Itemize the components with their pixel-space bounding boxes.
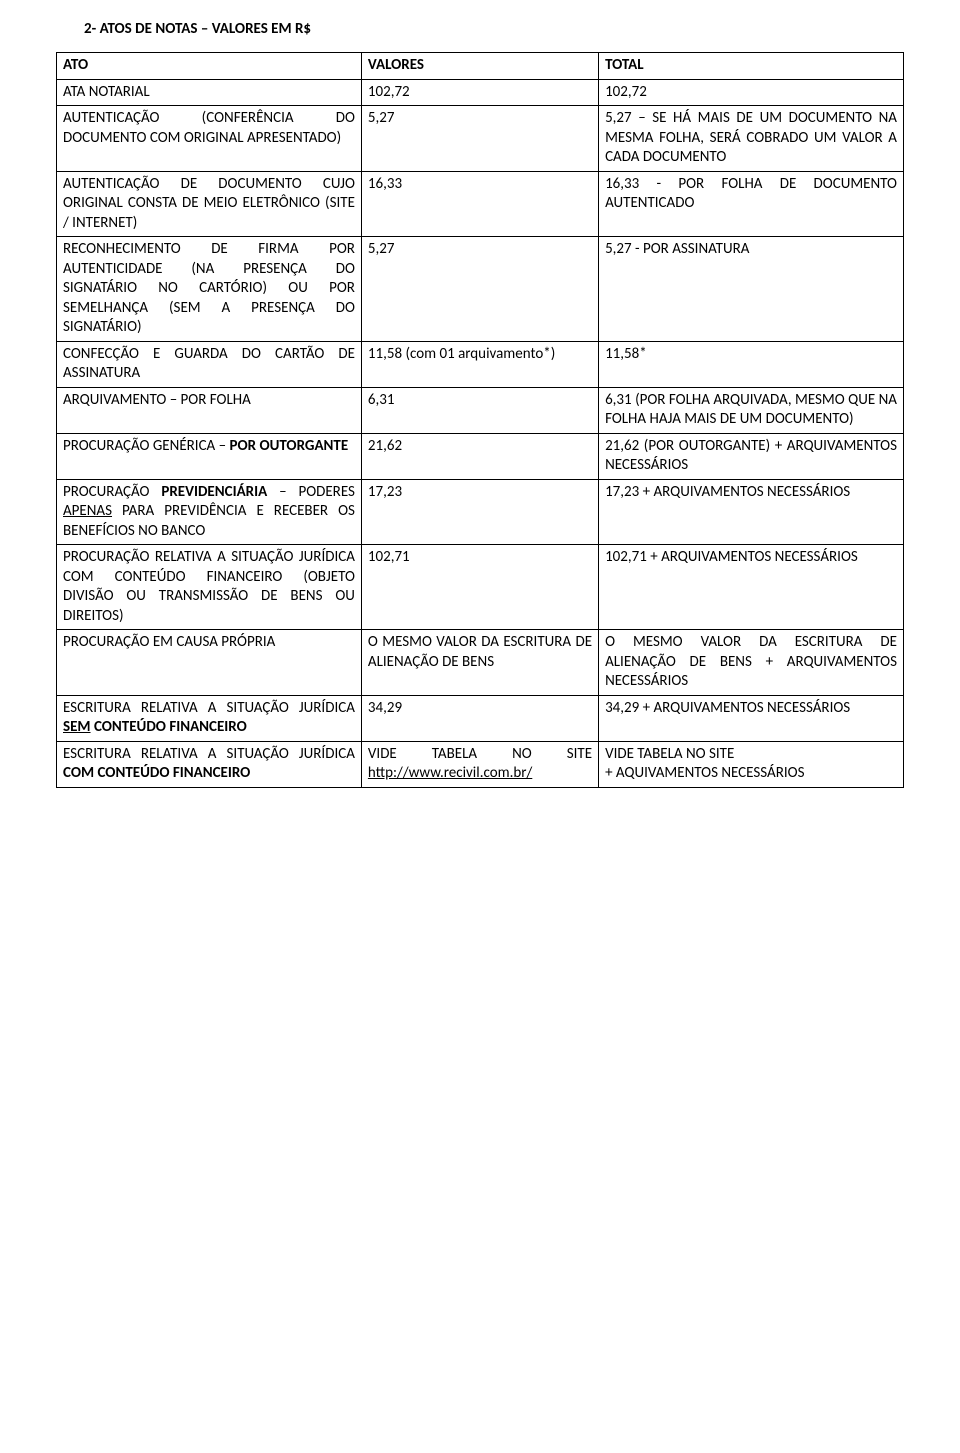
table-row: ESCRITURA RELATIVA A SITUAÇÃO JURÍDICA S… <box>57 695 904 741</box>
cell-ato: ATA NOTARIAL <box>57 79 362 106</box>
cell-total: 17,23 + ARQUIVAMENTOS NECESSÁRIOS <box>599 479 904 545</box>
cell-total: 102,72 <box>599 79 904 106</box>
cell-valores: 6,31 <box>361 387 598 433</box>
cell-valores: 5,27 <box>361 106 598 172</box>
cell-ato: AUTENTICAÇÃO DE DOCUMENTO CUJO ORIGINAL … <box>57 171 362 237</box>
table-row: PROCURAÇÃO EM CAUSA PRÓPRIAO MESMO VALOR… <box>57 630 904 696</box>
header-valores: VALORES <box>361 53 598 80</box>
cell-total: VIDE TABELA NO SITE+ AQUIVAMENTOS NECESS… <box>599 741 904 787</box>
table-row: ESCRITURA RELATIVA A SITUAÇÃO JURÍDICA C… <box>57 741 904 787</box>
cell-total: 6,31 (POR FOLHA ARQUIVADA, MESMO QUE NA … <box>599 387 904 433</box>
table-row: PROCURAÇÃO RELATIVA A SITUAÇÃO JURÍDICA … <box>57 545 904 630</box>
table-row: PROCURAÇÃO PREVIDENCIÁRIA – PODERES APEN… <box>57 479 904 545</box>
cell-valores: 16,33 <box>361 171 598 237</box>
cell-ato: ESCRITURA RELATIVA A SITUAÇÃO JURÍDICA S… <box>57 695 362 741</box>
cell-ato: PROCURAÇÃO EM CAUSA PRÓPRIA <box>57 630 362 696</box>
cell-valores: 11,58 (com 01 arquivamento*) <box>361 341 598 387</box>
cell-total: O MESMO VALOR DA ESCRITURA DE ALIENAÇÃO … <box>599 630 904 696</box>
header-total: TOTAL <box>599 53 904 80</box>
cell-valores: O MESMO VALOR DA ESCRITURA DE ALIENAÇÃO … <box>361 630 598 696</box>
cell-total: 34,29 + ARQUIVAMENTOS NECESSÁRIOS <box>599 695 904 741</box>
table-row: CONFECÇÃO E GUARDA DO CARTÃO DE ASSINATU… <box>57 341 904 387</box>
table-row: ARQUIVAMENTO – POR FOLHA6,316,31 (POR FO… <box>57 387 904 433</box>
table-header-row: ATO VALORES TOTAL <box>57 53 904 80</box>
cell-total: 102,71 + ARQUIVAMENTOS NECESSÁRIOS <box>599 545 904 630</box>
cell-ato: ARQUIVAMENTO – POR FOLHA <box>57 387 362 433</box>
cell-ato: PROCURAÇÃO GENÉRICA – POR OUTORGANTE <box>57 433 362 479</box>
table-row: PROCURAÇÃO GENÉRICA – POR OUTORGANTE21,6… <box>57 433 904 479</box>
table-row: AUTENTICAÇÃO (CONFERÊNCIA DO DOCUMENTO C… <box>57 106 904 172</box>
cell-valores: 17,23 <box>361 479 598 545</box>
cell-valores: 21,62 <box>361 433 598 479</box>
cell-valores: 102,72 <box>361 79 598 106</box>
cell-ato: PROCURAÇÃO RELATIVA A SITUAÇÃO JURÍDICA … <box>57 545 362 630</box>
cell-ato: PROCURAÇÃO PREVIDENCIÁRIA – PODERES APEN… <box>57 479 362 545</box>
table-row: ATA NOTARIAL102,72102,72 <box>57 79 904 106</box>
cell-ato: CONFECÇÃO E GUARDA DO CARTÃO DE ASSINATU… <box>57 341 362 387</box>
cell-total: 16,33 - POR FOLHA DE DOCUMENTO AUTENTICA… <box>599 171 904 237</box>
cell-ato: ESCRITURA RELATIVA A SITUAÇÃO JURÍDICA C… <box>57 741 362 787</box>
cell-valores: 102,71 <box>361 545 598 630</box>
cell-total: 11,58* <box>599 341 904 387</box>
cell-ato: AUTENTICAÇÃO (CONFERÊNCIA DO DOCUMENTO C… <box>57 106 362 172</box>
cell-total: 5,27 - POR ASSINATURA <box>599 237 904 342</box>
cell-valores: 34,29 <box>361 695 598 741</box>
header-ato: ATO <box>57 53 362 80</box>
cell-valores: VIDE TABELA NO SITE http://www.recivil.c… <box>361 741 598 787</box>
table-row: AUTENTICAÇÃO DE DOCUMENTO CUJO ORIGINAL … <box>57 171 904 237</box>
notas-table: ATO VALORES TOTAL ATA NOTARIAL102,72102,… <box>56 52 904 788</box>
table-row: RECONHECIMENTO DE FIRMA POR AUTENTICIDAD… <box>57 237 904 342</box>
section-title: 2- ATOS DE NOTAS – VALORES EM R$ <box>56 20 904 38</box>
cell-valores: 5,27 <box>361 237 598 342</box>
cell-total: 21,62 (POR OUTORGANTE) + ARQUIVAMENTOS N… <box>599 433 904 479</box>
cell-total: 5,27 – SE HÁ MAIS DE UM DOCUMENTO NA MES… <box>599 106 904 172</box>
cell-ato: RECONHECIMENTO DE FIRMA POR AUTENTICIDAD… <box>57 237 362 342</box>
